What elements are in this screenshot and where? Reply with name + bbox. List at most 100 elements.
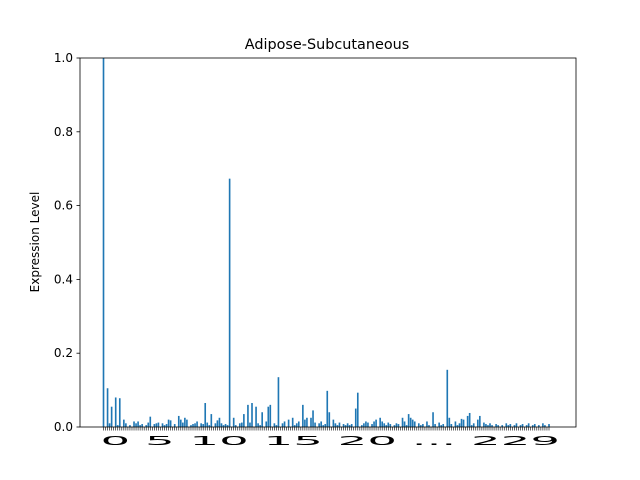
bar [519,425,522,427]
bar [129,425,131,427]
bar [322,425,325,427]
bar [220,423,223,427]
bar [169,420,172,427]
bar [507,425,510,427]
bar [241,422,243,427]
bar [186,419,188,427]
bar [476,419,479,427]
bar [487,425,489,427]
bar [273,423,276,427]
bar [312,410,314,427]
bar [108,423,111,427]
bar [224,424,227,427]
bar [533,424,536,427]
y-tick-label: 1.0 [54,51,73,65]
bar [422,424,424,427]
bar [417,423,420,427]
bar [157,422,160,427]
bar [206,422,209,427]
y-axis: 0.0 0.2 0.4 0.6 0.8 1.0 [54,51,80,434]
y-tick-label: 0.0 [54,420,73,434]
bar [542,423,544,427]
bar [275,425,278,427]
y-tick-label: 0.6 [54,199,73,213]
bar [361,425,363,427]
bar [468,412,471,427]
bar [179,419,182,427]
bar [163,425,166,427]
bar [326,390,329,427]
bar [387,422,390,427]
bar [348,425,351,427]
bar [450,424,453,427]
bar [177,415,180,427]
bar [182,422,184,427]
bar [283,421,286,427]
bar [267,406,270,427]
bar [336,425,339,427]
bar [200,423,202,427]
bar [491,425,493,427]
bar [202,424,204,427]
bar [265,421,268,427]
bar [432,412,434,427]
bar [226,425,229,427]
plot-frame [79,57,577,428]
bar [515,423,518,427]
bar [153,424,156,427]
bar [405,425,408,427]
bar [397,424,400,427]
bar [489,423,491,427]
bar [102,58,105,427]
bar [261,412,263,427]
bar [310,417,312,427]
bar [247,404,249,427]
y-tick-label: 0.4 [54,272,73,286]
bar [356,392,359,427]
bar [125,423,127,427]
bar [287,419,290,427]
bar [365,421,367,427]
bar [238,423,241,427]
chart-title: Adipose-Subcutaneous [245,37,410,53]
bar [513,425,516,427]
bar [243,414,245,427]
bar [320,421,322,427]
bar [194,423,196,427]
bar [466,415,469,427]
bar [495,424,497,427]
bar [259,425,261,427]
bar [293,425,296,427]
bar [192,424,194,427]
bar [458,423,461,427]
bar [222,425,225,427]
bar [373,421,375,427]
bar [525,425,528,427]
bar [479,415,481,427]
bar [318,423,320,427]
bar [411,419,414,427]
bar [165,424,168,427]
bar [204,403,207,427]
bar [483,422,485,427]
bar [485,424,487,427]
bar [106,388,109,427]
bar [379,417,381,427]
bar [389,424,392,427]
bar [383,423,386,427]
bar [446,369,449,427]
bar [344,425,347,427]
bar [521,424,524,427]
bar [234,425,237,427]
y-tick-label: 0.8 [54,125,73,139]
bar [426,421,428,427]
bar [375,419,377,427]
bar [363,423,365,427]
bar [409,417,412,427]
bar [139,425,141,427]
bar [332,419,335,427]
y-axis-label: Expression Level [28,192,42,293]
bar [145,425,148,427]
